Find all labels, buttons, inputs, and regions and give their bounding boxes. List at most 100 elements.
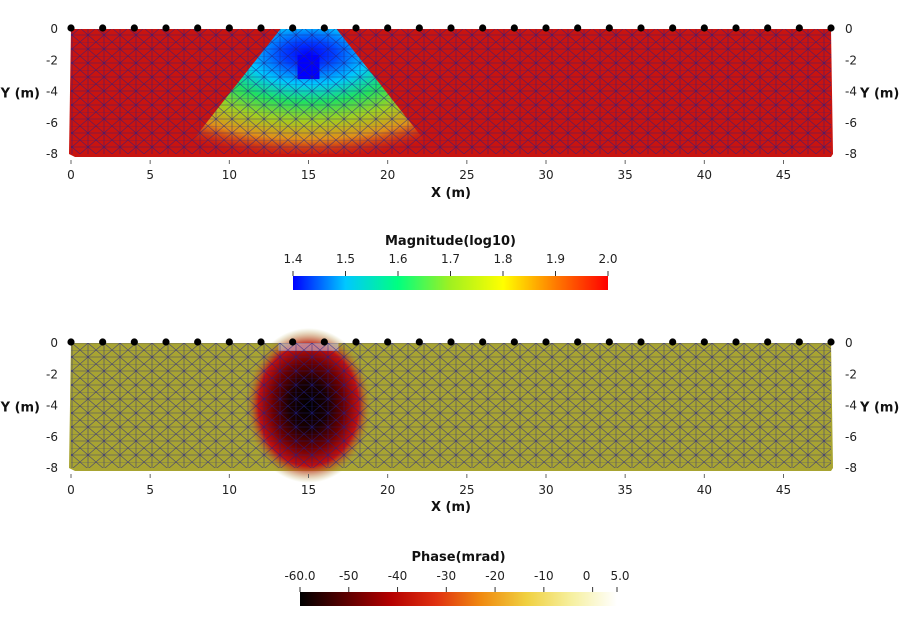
colorbar-tick-label: -40: [388, 569, 408, 583]
electrode-marker: [289, 24, 297, 32]
y-tick-label-right: -6: [845, 430, 857, 444]
electrode-marker: [162, 24, 170, 32]
electrode-marker: [447, 24, 455, 32]
phase-panel: 0 5 10 15 20 25 30 35 40 45 X (m) 0 0 -2 -2 -4 -4 -6 -6 -8 -…: [0, 328, 899, 515]
electrode-marker: [827, 24, 835, 32]
electrode-marker: [99, 24, 107, 32]
x-tick-label: 5: [146, 168, 154, 182]
y-tick-label-right: -8: [845, 461, 857, 475]
colorbar-tick-label: 1.9: [546, 252, 565, 266]
x-tick-label: 0: [67, 483, 75, 497]
colorbar-tick-label: 1.5: [336, 252, 355, 266]
x-tick-label: 25: [459, 168, 474, 182]
electrode-marker: [510, 24, 518, 32]
colorbar-title: Phase(mrad): [411, 550, 505, 565]
mesh-overlay: [71, 29, 831, 154]
electrode-marker: [352, 24, 360, 32]
electrode-marker: [542, 338, 550, 346]
x-tick-label: 40: [697, 168, 712, 182]
electrode-marker: [700, 24, 708, 32]
colorbar-tick-label: 2.0: [598, 252, 617, 266]
x-axis-label: X (m): [431, 186, 471, 201]
colorbar-tick-label: 5.0: [610, 569, 629, 583]
electrode-marker: [352, 338, 360, 346]
mesh-overlay: [71, 343, 831, 468]
y-tick-label-right: -6: [845, 116, 857, 130]
x-tick-label: 45: [776, 168, 791, 182]
colorbar-tick-label: 1.4: [283, 252, 302, 266]
y-axis-label-right: Y (m): [859, 87, 899, 102]
x-tick-label: 15: [301, 168, 316, 182]
x-tick-label: 30: [538, 168, 553, 182]
magnitude-colorbar: Magnitude(log10) 1.4 1.5 1.6 1.7 1.8 1.9 2.0: [283, 234, 618, 290]
electrode-marker: [669, 338, 677, 346]
electrode-marker: [257, 338, 265, 346]
y-tick-label-left: -6: [46, 430, 58, 444]
y-tick-label-left: 0: [50, 336, 58, 350]
electrode-marker: [827, 338, 835, 346]
colorbar-tick-label: -20: [485, 569, 505, 583]
electrode-marker: [542, 24, 550, 32]
electrode-marker: [257, 24, 265, 32]
electrode-marker: [574, 24, 582, 32]
x-tick-label: 35: [618, 483, 633, 497]
electrode-marker: [67, 24, 75, 32]
electrode-marker: [479, 338, 487, 346]
electrode-marker: [637, 24, 645, 32]
x-tick-label: 25: [459, 483, 474, 497]
colorbar-tick-label: 1.8: [493, 252, 512, 266]
y-tick-label-right: 0: [845, 22, 853, 36]
x-tick-label: 30: [538, 483, 553, 497]
colorbar-tick-label: -30: [437, 569, 457, 583]
x-tick-label: 35: [618, 168, 633, 182]
electrode-marker: [384, 24, 392, 32]
electrode-marker: [605, 338, 613, 346]
electrode-marker: [130, 338, 138, 346]
electrode-marker: [320, 338, 328, 346]
electrode-marker: [130, 24, 138, 32]
electrode-marker: [384, 338, 392, 346]
electrode-marker: [732, 338, 740, 346]
electrode-marker: [415, 338, 423, 346]
electrode-marker: [510, 338, 518, 346]
electrode-marker: [732, 24, 740, 32]
electrode-marker: [225, 24, 233, 32]
y-tick-label-right: -2: [845, 53, 857, 67]
y-tick-label-left: -6: [46, 116, 58, 130]
electrode-marker: [320, 24, 328, 32]
x-tick-label: 40: [697, 483, 712, 497]
y-axis-label-right: Y (m): [859, 401, 899, 416]
x-tick-label: 45: [776, 483, 791, 497]
colorbar-tick-label: -10: [534, 569, 554, 583]
x-tick-label: 0: [67, 168, 75, 182]
colorbar-gradient: [300, 592, 617, 606]
y-tick-label-left: -8: [46, 147, 58, 161]
colorbar-title: Magnitude(log10): [385, 234, 516, 249]
electrode-marker: [194, 24, 202, 32]
y-tick-label-right: -8: [845, 147, 857, 161]
y-tick-label-left: 0: [50, 22, 58, 36]
electrode-marker: [795, 338, 803, 346]
electrode-marker: [415, 24, 423, 32]
phase-colorbar: Phase(mrad) -60.0 -50 -40 -30 -20 -10 0 5.0: [284, 550, 630, 606]
electrode-marker: [479, 24, 487, 32]
y-tick-label-right: 0: [845, 336, 853, 350]
electrode-marker: [764, 24, 772, 32]
y-tick-label-left: -2: [46, 367, 58, 381]
y-tick-label-left: -8: [46, 461, 58, 475]
colorbar-tick-label: -50: [339, 569, 359, 583]
colorbar-tick-label: 1.6: [388, 252, 407, 266]
electrode-marker: [574, 338, 582, 346]
colorbar-tick-label: 1.7: [441, 252, 460, 266]
x-axis-label: X (m): [431, 500, 471, 515]
x-tick-label: 10: [222, 483, 237, 497]
y-tick-label-right: -4: [845, 85, 857, 99]
y-tick-label-left: -4: [46, 85, 58, 99]
electrode-marker: [225, 338, 233, 346]
y-tick-label-right: -4: [845, 399, 857, 413]
y-axis-label-left: Y (m): [0, 401, 40, 416]
electrode-marker: [99, 338, 107, 346]
electrode-marker: [447, 338, 455, 346]
x-tick-label: 10: [222, 168, 237, 182]
